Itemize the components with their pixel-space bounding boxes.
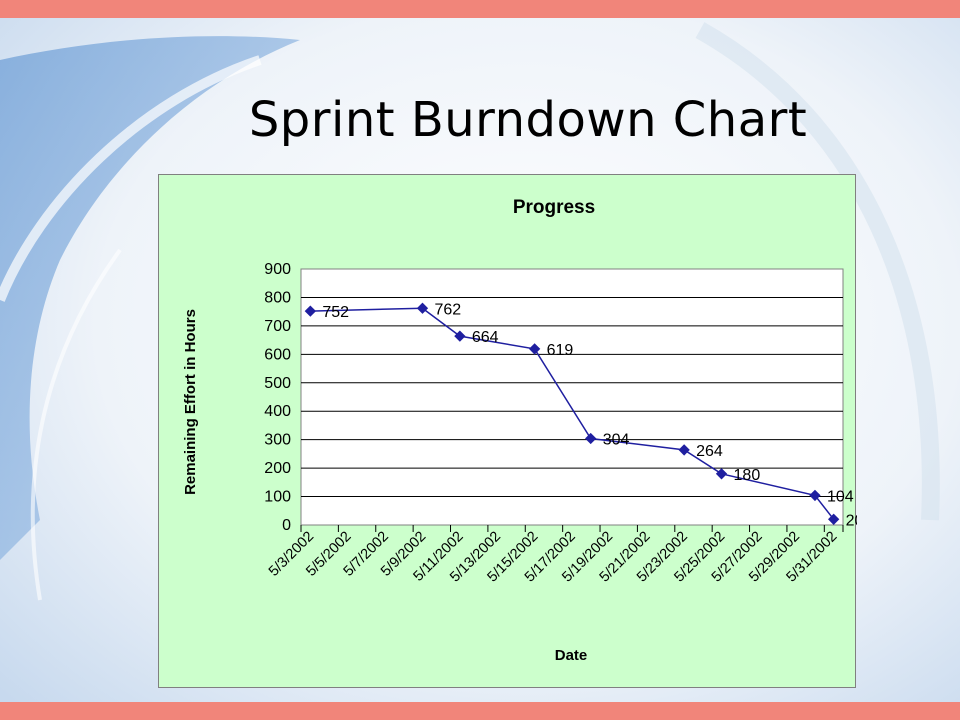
data-point xyxy=(528,343,541,355)
data-label: 264 xyxy=(696,443,723,460)
data-point xyxy=(678,444,690,456)
chart-area: 0 100 200 300 400 500 600 700 800 900 5/3/2002 5/5/… xyxy=(158,174,857,688)
data-point xyxy=(304,305,317,317)
data-label: 619 xyxy=(547,342,574,359)
y-tick-label: 0 xyxy=(282,517,291,534)
y-tick-label: 800 xyxy=(264,289,291,306)
data-point xyxy=(416,302,429,314)
data-point xyxy=(454,330,466,342)
top-accent-stripe xyxy=(0,0,960,18)
plot-area xyxy=(300,268,844,526)
y-tick-label: 900 xyxy=(264,261,291,278)
data-point xyxy=(585,432,597,445)
y-tick-label: 500 xyxy=(264,375,291,392)
data-point xyxy=(827,513,840,525)
data-label: 664 xyxy=(472,329,499,346)
data-point xyxy=(809,489,821,502)
y-tick-label: 400 xyxy=(264,403,291,420)
data-label: 752 xyxy=(322,304,349,321)
x-axis-label: Date xyxy=(555,647,588,664)
burndown-line-chart: 01002003004005006007008009005/3/20025/5/… xyxy=(182,197,857,664)
y-tick-label: 600 xyxy=(264,346,291,363)
slide-title: Sprint Burndown Chart xyxy=(248,92,808,148)
data-point xyxy=(715,468,728,480)
chart-title: Progress xyxy=(513,197,595,218)
y-tick-label: 300 xyxy=(264,432,291,449)
y-axis-label: Remaining Effort in Hours xyxy=(182,309,199,495)
data-label: 762 xyxy=(434,301,461,318)
data-label: 304 xyxy=(603,432,630,449)
data-label: 104 xyxy=(827,488,854,505)
y-tick-label: 700 xyxy=(264,318,291,335)
data-label: 180 xyxy=(734,467,761,484)
bottom-accent-stripe xyxy=(0,702,960,720)
y-tick-label: 100 xyxy=(264,489,291,506)
y-tick-label: 200 xyxy=(264,460,291,477)
data-label: 20 xyxy=(846,512,857,529)
